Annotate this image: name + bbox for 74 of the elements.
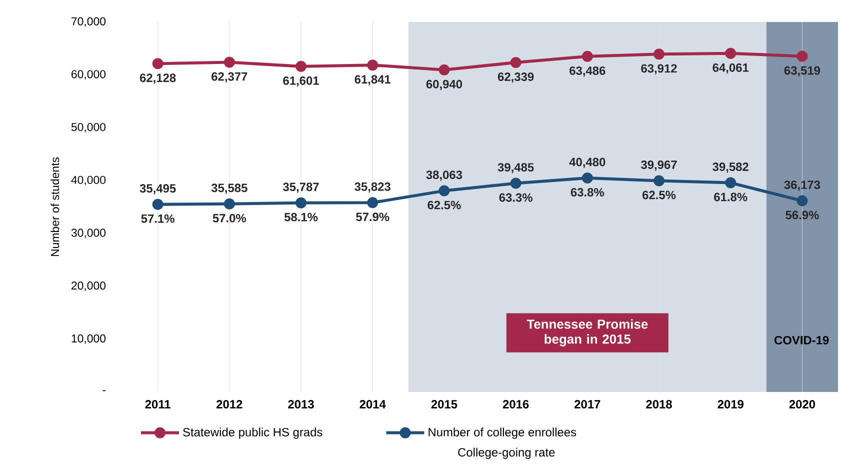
point (510, 178, 522, 189)
data-label: 39,485 (498, 163, 534, 174)
legend-label: Number of college enrollees (428, 428, 576, 439)
annotation: 56.9% (786, 210, 819, 220)
point (654, 175, 665, 186)
x-tick-label: 2020 (789, 400, 816, 408)
data-label: 61,841 (354, 75, 391, 86)
point (367, 197, 378, 208)
y-tick-label: 30,000 (71, 228, 106, 238)
point (582, 172, 593, 184)
y-tick-label: 50,000 (71, 122, 106, 132)
x-tick-label: 2017 (574, 400, 600, 408)
y-tick-label: 70,000 (72, 17, 106, 27)
data-label: 64,061 (712, 63, 749, 74)
y-tick-label: 40,000 (71, 176, 106, 186)
y-axis-title: Number of students (50, 157, 60, 256)
annotation: 61.8% (714, 192, 748, 202)
x-tick-label: 2014 (360, 400, 386, 408)
point (224, 198, 235, 210)
y-tick-label: 60,000 (72, 70, 106, 80)
point (224, 56, 235, 68)
data-label: 63,486 (570, 66, 606, 77)
x-tick-label: 2012 (216, 400, 242, 408)
text: College-going rate (458, 448, 555, 459)
point (296, 197, 307, 208)
point (438, 64, 450, 76)
point (152, 58, 164, 70)
data-label: 35,787 (283, 182, 319, 193)
annotation: 57.1% (141, 214, 174, 223)
data-label: 35,495 (140, 184, 176, 194)
band-label: COVID-19 (774, 336, 829, 344)
data-label: 62,377 (212, 72, 248, 82)
data-label: 39,582 (712, 162, 748, 173)
point (510, 56, 522, 68)
data-label: 38,063 (426, 170, 462, 181)
x-tick-label: 2019 (718, 400, 744, 408)
point (582, 50, 593, 62)
point (654, 48, 665, 60)
data-label: 40,480 (569, 158, 606, 168)
point (725, 177, 736, 188)
annotation: 63.8% (570, 188, 604, 197)
point (796, 195, 808, 206)
point (796, 50, 808, 62)
data-label: 36,173 (784, 180, 820, 191)
point (367, 60, 378, 71)
y-tick-label: 10,000 (72, 334, 106, 344)
x-tick-label: 2016 (502, 400, 529, 408)
legend-label: Statewide public HS grads (183, 428, 322, 439)
data-label: 62,128 (140, 74, 176, 84)
point (296, 60, 307, 72)
annotation: 57.9% (356, 212, 390, 222)
data-label: 63,912 (641, 64, 677, 74)
x-tick-label: 2018 (646, 400, 672, 408)
x-tick-label: 2013 (288, 400, 314, 408)
point (725, 48, 736, 59)
annotation: 58.1% (284, 212, 318, 222)
data-label: 61,601 (283, 76, 319, 87)
band-label: Tennessee Promise began in 2015 (526, 319, 648, 346)
data-label: 39,967 (641, 160, 677, 171)
data-label: 35,823 (354, 182, 390, 193)
y-tick-label: 20,000 (72, 282, 106, 292)
point (152, 198, 164, 210)
annotation: 62.5% (428, 200, 461, 210)
data-label: 63,519 (784, 66, 820, 76)
annotation: 63.3% (499, 193, 532, 202)
annotation: 57.0% (212, 214, 246, 222)
data-label: 60,940 (426, 80, 462, 90)
x-tick-label: 2011 (145, 400, 170, 408)
point (438, 185, 450, 196)
x-tick-label: 2015 (431, 400, 458, 408)
data-label: 62,339 (498, 72, 534, 83)
y-tick-label: - (102, 390, 106, 392)
annotation: 62.5% (642, 190, 676, 200)
data-label: 35,585 (211, 184, 248, 194)
